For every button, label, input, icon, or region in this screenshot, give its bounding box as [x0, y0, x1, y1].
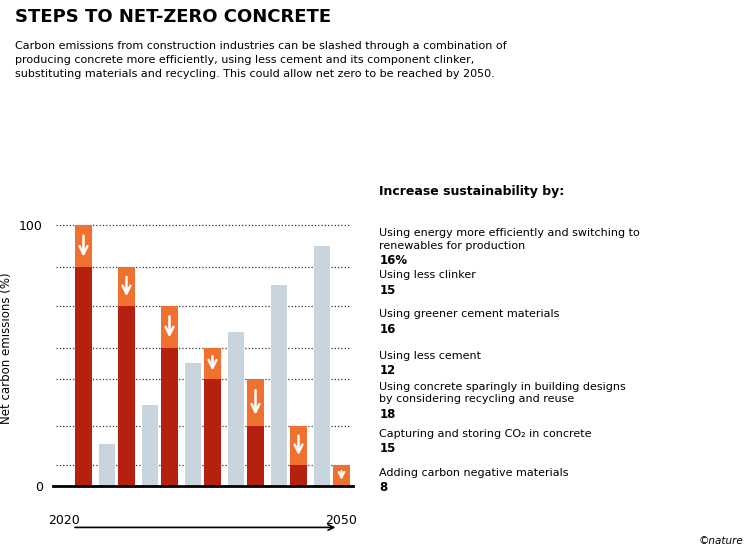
- Bar: [228, 332, 244, 486]
- Bar: [247, 426, 264, 486]
- Text: Using concrete sparingly in building designs
by considering recycling and reuse: Using concrete sparingly in building des…: [379, 382, 626, 404]
- Bar: [161, 348, 178, 486]
- Text: 16: 16: [379, 323, 396, 336]
- Text: 15: 15: [379, 284, 396, 296]
- Bar: [314, 246, 330, 486]
- Text: Using less clinker: Using less clinker: [379, 270, 476, 280]
- Bar: [204, 379, 221, 486]
- Text: 15: 15: [379, 443, 396, 455]
- Text: ©nature: ©nature: [698, 537, 743, 546]
- Bar: [161, 306, 178, 348]
- Text: Using greener cement materials: Using greener cement materials: [379, 309, 559, 319]
- Text: Carbon emissions from construction industries can be slashed through a combinati: Carbon emissions from construction indus…: [15, 41, 507, 78]
- Text: 8: 8: [379, 481, 388, 495]
- Text: 12: 12: [379, 364, 396, 378]
- Bar: [291, 465, 306, 486]
- Text: Adding carbon negative materials: Adding carbon negative materials: [379, 468, 569, 477]
- Bar: [75, 267, 92, 486]
- Bar: [75, 225, 92, 267]
- Text: 2050: 2050: [326, 514, 357, 527]
- Bar: [247, 379, 264, 426]
- Bar: [142, 405, 158, 486]
- Text: Using less cement: Using less cement: [379, 351, 481, 360]
- Text: Using energy more efficiently and switching to
renewables for production: Using energy more efficiently and switch…: [379, 228, 640, 251]
- Bar: [291, 426, 306, 465]
- Bar: [271, 285, 287, 486]
- Text: STEPS TO NET-ZERO CONCRETE: STEPS TO NET-ZERO CONCRETE: [15, 8, 331, 26]
- Text: 18: 18: [379, 408, 396, 421]
- Text: 16%: 16%: [379, 254, 407, 267]
- Bar: [204, 348, 221, 379]
- Text: Capturing and storing CO₂ in concrete: Capturing and storing CO₂ in concrete: [379, 429, 592, 439]
- Y-axis label: Net carbon emissions (%): Net carbon emissions (%): [1, 272, 14, 423]
- Text: Increase sustainability by:: Increase sustainability by:: [379, 185, 565, 198]
- Bar: [185, 363, 201, 486]
- Bar: [119, 267, 134, 306]
- Text: 2020: 2020: [48, 514, 80, 527]
- Bar: [119, 306, 134, 486]
- Bar: [333, 465, 350, 486]
- Bar: [99, 444, 115, 486]
